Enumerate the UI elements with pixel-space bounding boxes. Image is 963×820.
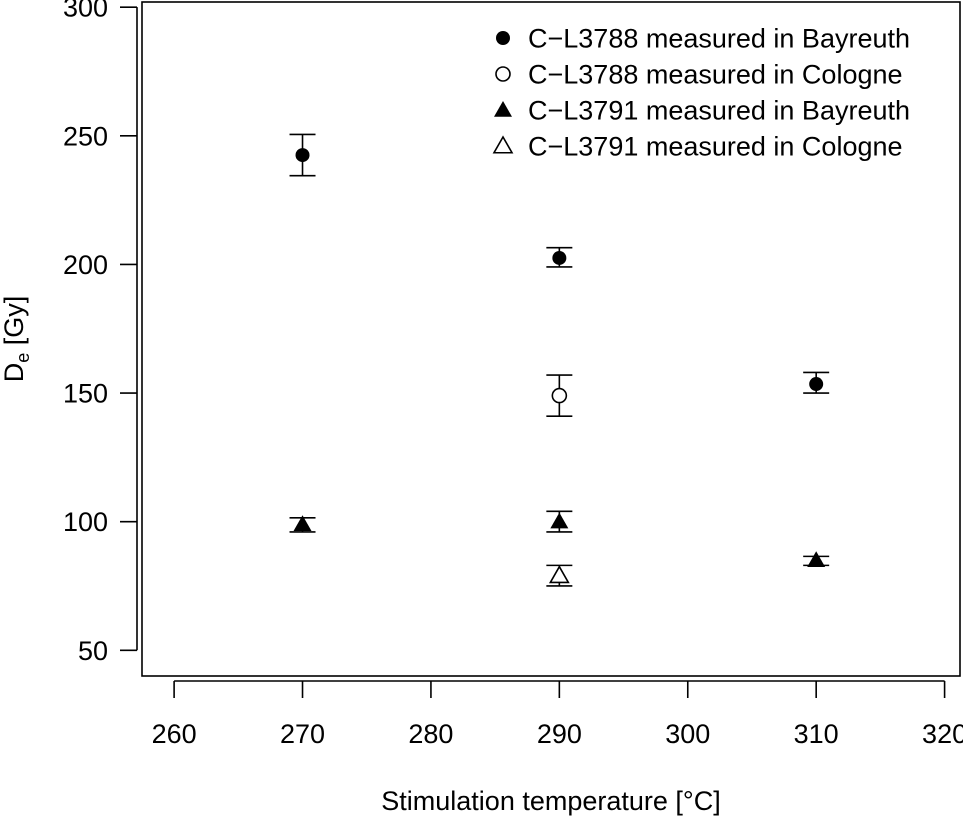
data-point: [293, 515, 312, 531]
series-group: [546, 564, 573, 587]
plot-frame: [141, 1, 961, 677]
legend-entry-label: C−L3791 measured in Cologne: [528, 132, 903, 162]
series-group: [289, 133, 830, 394]
x-axis: 260 270 280 290 300 310 320: [152, 680, 963, 749]
legend-entry-label: C−L3788 measured in Cologne: [528, 60, 903, 90]
y-tick-label: 250: [63, 121, 108, 151]
y-tick-label: 200: [63, 250, 108, 280]
data-point: [548, 565, 570, 584]
legend: C−L3788 measured in Bayreuth C−L3788 meas…: [492, 24, 910, 162]
y-tick-label: 300: [63, 0, 108, 23]
y-tick-label: 50: [78, 636, 108, 666]
y-tick-label: 150: [63, 379, 108, 409]
y-axis-label-main: D: [0, 363, 29, 383]
legend-marker: [495, 66, 511, 82]
y-axis-label-subscript: e: [13, 353, 33, 363]
data-point: [807, 551, 826, 567]
y-axis-label-unit: [Gy]: [0, 296, 29, 353]
legend-marker: [494, 101, 512, 117]
x-tick-label: 310: [794, 719, 839, 749]
legend-marker: [492, 135, 514, 154]
series-group: [546, 374, 573, 417]
y-axis-label: De [Gy]: [0, 296, 33, 383]
x-tick-label: 300: [665, 719, 710, 749]
x-tick-label: 270: [280, 719, 325, 749]
data-point: [552, 250, 567, 265]
x-tick-label: 260: [152, 719, 197, 749]
data-point: [550, 512, 569, 529]
y-axis: 50 100 150 200 250 300: [63, 0, 138, 666]
y-tick-label: 100: [63, 507, 108, 537]
x-tick-label: 320: [922, 719, 963, 749]
data-point: [809, 377, 824, 392]
legend-entry-label: C−L3791 measured in Bayreuth: [528, 96, 910, 126]
x-axis-label: Stimulation temperature [°C]: [381, 786, 720, 816]
legend-marker: [496, 31, 510, 45]
data-point: [295, 148, 310, 163]
x-tick-label: 280: [408, 719, 453, 749]
data-series: [289, 133, 830, 587]
data-point: [551, 387, 568, 404]
legend-entry-label: C−L3788 measured in Bayreuth: [528, 24, 910, 54]
series-group: [289, 510, 830, 567]
x-tick-label: 290: [537, 719, 582, 749]
